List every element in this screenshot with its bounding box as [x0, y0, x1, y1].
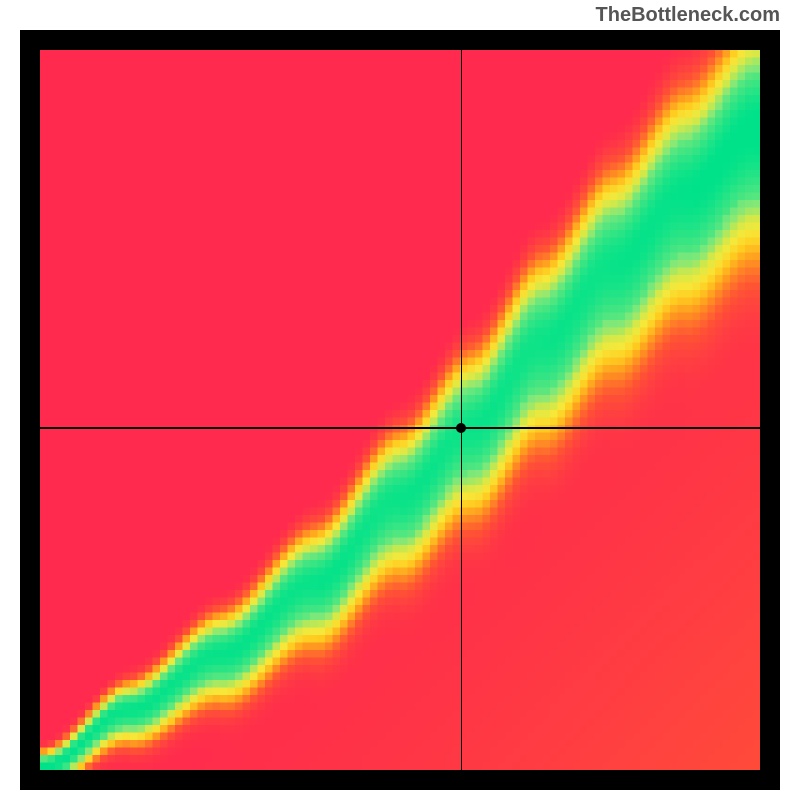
- figure-container: TheBottleneck.com: [0, 0, 800, 800]
- heatmap-plot: [20, 30, 780, 790]
- heatmap-canvas: [40, 50, 760, 770]
- watermark-text: TheBottleneck.com: [596, 4, 780, 27]
